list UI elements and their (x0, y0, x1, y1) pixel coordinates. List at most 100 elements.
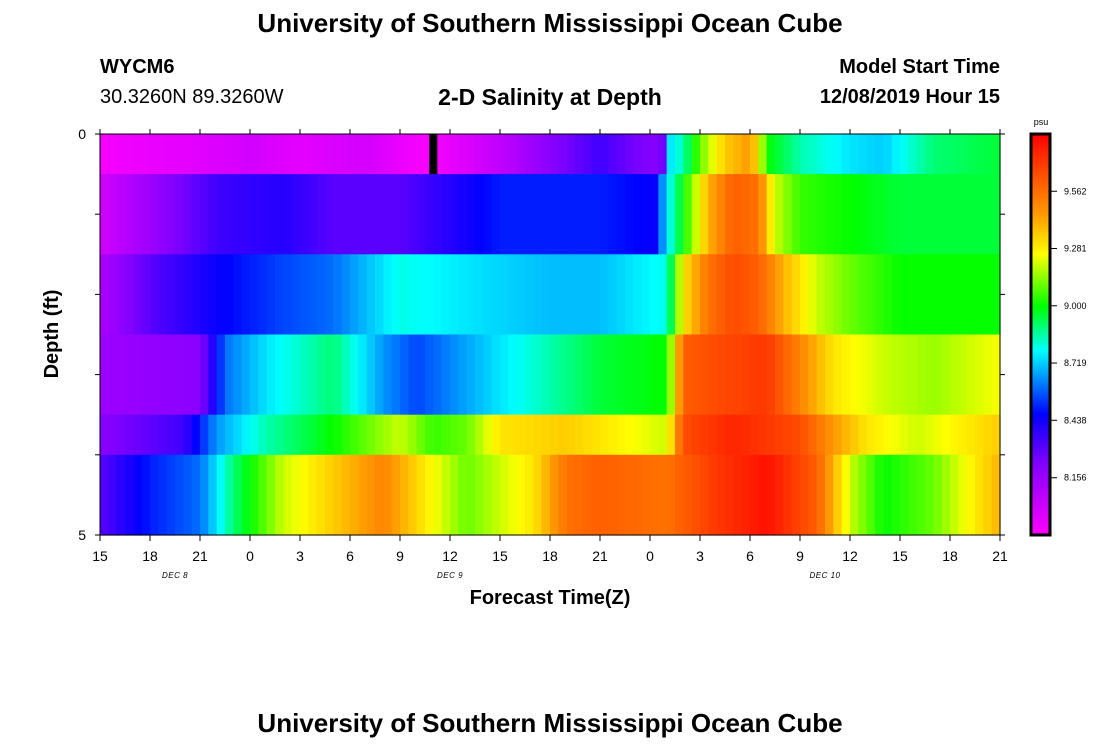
heatmap-cell (533, 334, 543, 416)
heatmap-cell (658, 174, 668, 255)
heatmap-cell (816, 254, 826, 336)
heatmap-cell (675, 174, 684, 255)
heatmap-cell (491, 254, 501, 336)
heatmap-cell (966, 134, 976, 175)
heatmap-cell (516, 454, 526, 536)
heatmap-cell (300, 334, 309, 416)
colorbar: psu 9.562 9.281 9.000 8.719 8.438 8.156 (1029, 117, 1087, 537)
heatmap-cell (291, 334, 301, 416)
heatmap-cell (316, 414, 326, 456)
heatmap-cell (666, 174, 676, 255)
heatmap-cell (183, 174, 193, 255)
x-tick-label: 18 (542, 548, 558, 564)
heatmap-cell (108, 174, 118, 255)
heatmap-cell (250, 254, 259, 336)
heatmap-cell (591, 334, 601, 416)
heatmap-cell (683, 414, 693, 456)
heatmap-cell (650, 414, 659, 456)
heatmap-cell (525, 254, 534, 336)
heatmap-cell (741, 174, 751, 255)
heatmap-cell (791, 134, 801, 175)
heatmap-cell (150, 254, 159, 336)
heatmap-cell (433, 134, 443, 175)
heatmap-cell (933, 414, 943, 456)
heatmap-cell (425, 334, 434, 416)
heatmap-cell (883, 134, 893, 175)
heatmap-cell (883, 254, 893, 336)
heatmap-cell (525, 174, 534, 255)
colorbar-tick-label: 8.719 (1064, 358, 1087, 368)
heatmap-cell (683, 134, 693, 175)
heatmap-cell (991, 454, 1001, 536)
heatmap-cell (483, 414, 493, 456)
heatmap-cell (325, 254, 334, 336)
heatmap-cell (991, 334, 1001, 416)
heatmap-cell (566, 174, 576, 255)
heatmap-cell (566, 134, 576, 175)
heatmap-cell (950, 174, 959, 255)
station-id: WYCM6 (100, 56, 175, 78)
heatmap-cell (916, 134, 926, 175)
heatmap-cell (450, 454, 459, 536)
heatmap-cell (375, 174, 384, 255)
heatmap-cell (208, 414, 218, 456)
heatmap-cell (158, 454, 168, 536)
heatmap-cell (400, 254, 409, 336)
heatmap-cell (575, 454, 584, 536)
heatmap-cell (550, 254, 559, 336)
heatmap-cell (433, 454, 443, 536)
heatmap-cell (383, 254, 393, 336)
heatmap-cell (775, 334, 784, 416)
heatmap-cell (233, 254, 243, 336)
heatmap-cell (816, 414, 826, 456)
heatmap-cell (575, 174, 584, 255)
heatmap-cell (941, 414, 951, 456)
heatmap-cell (441, 174, 451, 255)
heatmap-cell (550, 134, 559, 175)
heatmap-cell (858, 414, 868, 456)
heatmap-cell (991, 134, 1001, 175)
x-tick-label: 9 (396, 548, 404, 564)
heatmap-cell (925, 174, 934, 255)
heatmap-cell (216, 254, 226, 336)
heatmap-cell (508, 414, 518, 456)
heatmap-cell (991, 254, 1001, 336)
heatmap-cell (366, 454, 376, 536)
heatmap-cell (100, 134, 109, 175)
heatmap-cell (500, 414, 509, 456)
heatmap-cell (841, 334, 851, 416)
heatmap-cell (191, 134, 201, 175)
heatmap-cell (675, 254, 684, 336)
heatmap-cell (850, 334, 859, 416)
heatmap-cell (191, 334, 201, 416)
heatmap-cell (775, 454, 784, 536)
heatmap-cell (866, 414, 876, 456)
heatmap-cell (275, 454, 284, 536)
heatmap-cell (550, 454, 559, 536)
heatmap-cell (741, 414, 751, 456)
heatmap-cell (258, 414, 268, 456)
heatmap-cell (441, 414, 451, 456)
heatmap-cell (633, 134, 643, 175)
heatmap-cell (875, 134, 884, 175)
heatmap-cell (425, 414, 434, 456)
heatmap-cell (775, 174, 784, 255)
heatmap-cell (183, 134, 193, 175)
heatmap-cell (350, 174, 359, 255)
heatmap-cell (975, 414, 984, 456)
heatmap-cell (391, 414, 401, 456)
heatmap-cell (333, 334, 343, 416)
heatmap-cell (483, 334, 493, 416)
heatmap-cell (408, 454, 418, 536)
heatmap-cell (900, 334, 909, 416)
heatmap-cell (316, 174, 326, 255)
heatmap (100, 134, 1001, 536)
heatmap-cell (458, 454, 468, 536)
heatmap-cell (300, 454, 309, 536)
model-start-value: 12/08/2019 Hour 15 (819, 86, 1000, 108)
heatmap-cell (541, 334, 551, 416)
model-start-label: Model Start Time (839, 56, 1000, 78)
heatmap-cell (550, 414, 559, 456)
x-tick-label: 3 (296, 548, 304, 564)
heatmap-cell (241, 174, 251, 255)
